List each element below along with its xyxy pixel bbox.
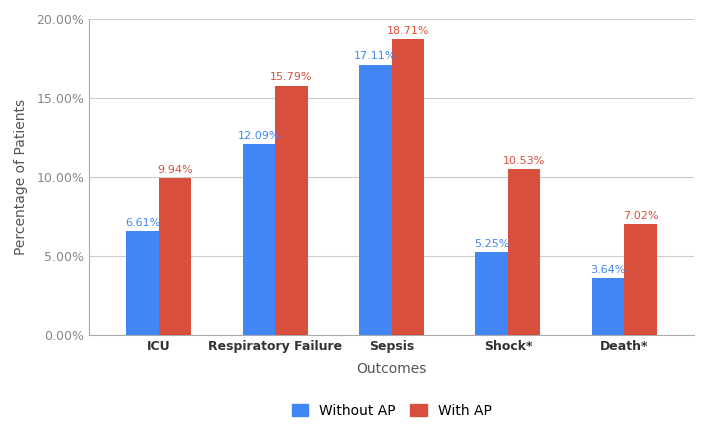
Bar (359, 64, 392, 335)
Text: 6.61%: 6.61% (125, 218, 160, 227)
Text: 12.09%: 12.09% (238, 131, 280, 141)
Text: 5.25%: 5.25% (474, 239, 509, 249)
Bar (508, 169, 540, 335)
X-axis label: Outcomes: Outcomes (356, 362, 427, 375)
Bar (159, 178, 191, 335)
Bar (126, 231, 159, 335)
Text: 18.71%: 18.71% (387, 26, 429, 36)
Text: 17.11%: 17.11% (354, 52, 396, 61)
Text: 9.94%: 9.94% (157, 165, 193, 175)
Text: 15.79%: 15.79% (270, 72, 313, 83)
Bar (243, 144, 275, 335)
Bar (392, 39, 424, 335)
Bar (275, 86, 308, 335)
Text: 3.64%: 3.64% (590, 264, 626, 275)
Y-axis label: Percentage of Patients: Percentage of Patients (14, 99, 28, 255)
Bar (475, 252, 508, 335)
Text: 10.53%: 10.53% (503, 156, 545, 166)
Legend: Without AP, With AP: Without AP, With AP (286, 398, 497, 424)
Bar (624, 224, 657, 335)
Text: 7.02%: 7.02% (623, 211, 658, 221)
Bar (592, 278, 624, 335)
